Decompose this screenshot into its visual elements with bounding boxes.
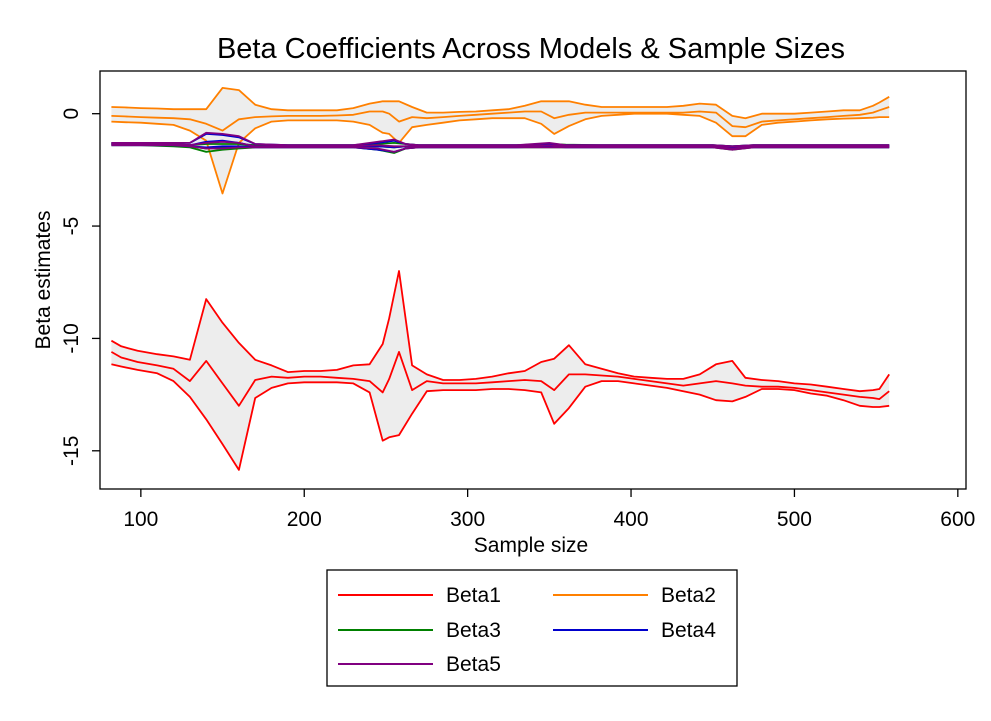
line-beta5-estimate [111, 140, 890, 150]
legend-label-beta5: Beta5 [446, 653, 501, 676]
legend-label-beta3: Beta3 [446, 619, 501, 642]
y-axis-label: Beta estimates [32, 211, 55, 350]
line-beta5-lower [111, 144, 890, 153]
x-tick-label: 300 [450, 508, 485, 531]
chart-title: Beta Coefficients Across Models & Sample… [217, 33, 845, 65]
y-tick-label: 0 [60, 108, 83, 120]
line-beta1-upper [110, 270, 890, 393]
line-beta2-estimate [111, 106, 890, 132]
plot-area-frame [99, 70, 967, 490]
line-beta1-lower [111, 363, 890, 471]
x-axis: 100 200 300 400 500 600 [123, 489, 975, 531]
series-lines [110, 87, 890, 471]
y-tick-label: -15 [60, 436, 83, 466]
y-tick-label: -5 [60, 217, 83, 236]
legend-label-beta2: Beta2 [661, 584, 716, 607]
x-tick-label: 500 [777, 508, 812, 531]
legend-box [326, 569, 738, 687]
line-beta2-upper [111, 87, 890, 120]
band-beta2 [111, 87, 890, 194]
legend: Beta1 Beta2 Beta3 Beta4 Beta5 [326, 569, 738, 687]
x-tick-label: 100 [123, 508, 158, 531]
y-axis: 0 -5 -10 -15 [60, 108, 100, 466]
line-beta1-estimate [110, 350, 890, 407]
x-tick-label: 600 [940, 508, 975, 531]
legend-label-beta4: Beta4 [661, 619, 716, 642]
band-beta1 [111, 271, 890, 470]
legend-label-beta1: Beta1 [446, 584, 501, 607]
line-beta2-lower [111, 112, 890, 195]
x-tick-label: 200 [287, 508, 322, 531]
x-tick-label: 400 [614, 508, 649, 531]
line-beta5-upper [111, 131, 890, 148]
y-tick-label: -10 [60, 323, 83, 353]
x-axis-label: Sample size [474, 534, 588, 557]
